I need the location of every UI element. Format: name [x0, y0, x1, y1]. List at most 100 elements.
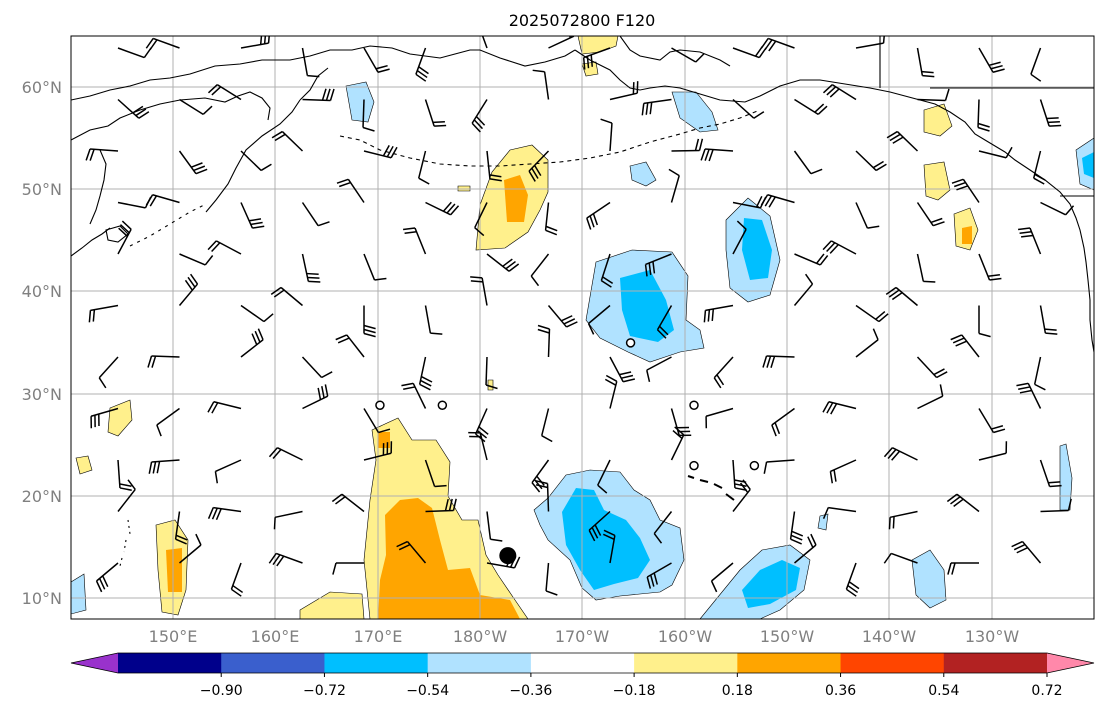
wind-barb: [240, 328, 264, 358]
wind-barb: [98, 356, 119, 389]
wind-barb: [794, 533, 817, 564]
lon-label: 150°E: [149, 627, 198, 646]
wind-barb: [401, 382, 427, 409]
wind-barb: [1018, 227, 1042, 255]
wind-barb: [240, 150, 272, 172]
wind-barb: [855, 150, 887, 172]
wind-barb: [671, 138, 704, 152]
colorbar-segment: [634, 653, 738, 673]
colorbar-tick-label: 0.18: [722, 683, 753, 699]
wind-barb: [1039, 305, 1058, 335]
negative-region: [345, 81, 375, 123]
wind-barb: [207, 400, 242, 414]
wind-barb: [417, 150, 430, 185]
wind-barb: [301, 47, 320, 78]
aleutian-islands: [339, 109, 761, 167]
lon-label: 140°W: [862, 627, 917, 646]
wind-barb: [537, 324, 551, 358]
wind-barb: [1011, 540, 1042, 564]
marianas: [119, 519, 131, 567]
wind-barb: [946, 493, 980, 513]
wind-barb: [544, 202, 558, 236]
wind-barb: [978, 146, 1013, 159]
wind-barb: [978, 408, 1006, 434]
lat-label: 60°N: [22, 78, 62, 97]
wind-barb: [644, 253, 672, 277]
lon-label: 130°W: [965, 627, 1020, 646]
station-marker: [749, 460, 760, 471]
storm-center-marker: [499, 547, 517, 565]
latitude-labels: 60°N 50°N 40°N 30°N 20°N 10°N: [22, 78, 62, 608]
colorbar-tick-label: −0.72: [303, 683, 346, 699]
wind-barb: [268, 552, 303, 567]
wind-barb: [301, 202, 330, 227]
wind-barb: [301, 356, 333, 379]
wind-barb: [600, 118, 613, 152]
wind-barb: [179, 253, 214, 266]
wind-barb: [240, 202, 265, 229]
wind-barb: [481, 36, 488, 49]
map-area: [71, 36, 1094, 619]
positive-region: [923, 103, 953, 137]
wind-barb: [732, 98, 765, 119]
wind-barb: [424, 459, 447, 488]
map-frame: [70, 35, 1095, 620]
negative-region: [911, 549, 947, 609]
colorbar-segment: [530, 653, 635, 673]
wind-barb: [425, 201, 460, 216]
lon-label: 160°E: [251, 627, 300, 646]
wind-barb: [886, 130, 919, 152]
wind-barb: [268, 447, 303, 461]
wind-barb: [705, 407, 734, 429]
wind-barb: [214, 459, 242, 484]
station-marker: [437, 400, 448, 410]
colorbar-tick-label: 0.72: [1031, 683, 1062, 699]
wind-barb: [273, 510, 303, 530]
negative-region: [629, 161, 657, 187]
wind-barb: [822, 506, 857, 519]
positive-region: [923, 161, 951, 201]
lon-label: 180°W: [453, 627, 508, 646]
hokkaido: [105, 225, 129, 243]
wind-barb: [1033, 356, 1046, 391]
positive-region: [75, 455, 93, 475]
wind-barb: [732, 220, 747, 255]
wind-barb: [917, 384, 944, 410]
station-marker: [625, 338, 636, 348]
wind-barb: [363, 47, 390, 73]
kuril-islands: [129, 203, 207, 247]
wind-barb: [532, 69, 550, 100]
wind-barb: [582, 47, 611, 70]
alaska-coast: [574, 49, 1094, 353]
wind-barb: [888, 510, 918, 530]
wind-barb: [240, 36, 270, 49]
wind-barb: [641, 98, 672, 116]
kamchatka-coastline: [205, 99, 301, 213]
wind-barb: [978, 253, 1002, 281]
wind-barb: [710, 562, 734, 593]
wind-barb: [855, 304, 889, 323]
wind-barb: [174, 511, 188, 545]
wind-barb: [332, 562, 364, 575]
wind-barb: [207, 240, 242, 255]
colorbar-segment: [840, 653, 945, 673]
hawaii: [687, 475, 735, 501]
colorbar-tick-label: −0.36: [509, 683, 552, 699]
wind-barb: [530, 253, 550, 287]
wind-barb: [331, 493, 365, 513]
wind-barb: [732, 479, 751, 512]
lat-label: 50°N: [22, 180, 62, 199]
wind-barb: [668, 168, 680, 203]
wind-barb: [951, 178, 980, 203]
wind-barb: [545, 562, 558, 596]
wind-barb: [424, 99, 447, 127]
positive-region: [962, 226, 972, 244]
wind-barb: [363, 253, 387, 281]
wind-barb: [1040, 498, 1072, 513]
wind-barb: [1040, 201, 1075, 216]
wind-barb: [85, 148, 119, 161]
wind-barb: [822, 240, 857, 255]
wind-barb: [362, 99, 375, 132]
wind-barb: [883, 552, 918, 564]
